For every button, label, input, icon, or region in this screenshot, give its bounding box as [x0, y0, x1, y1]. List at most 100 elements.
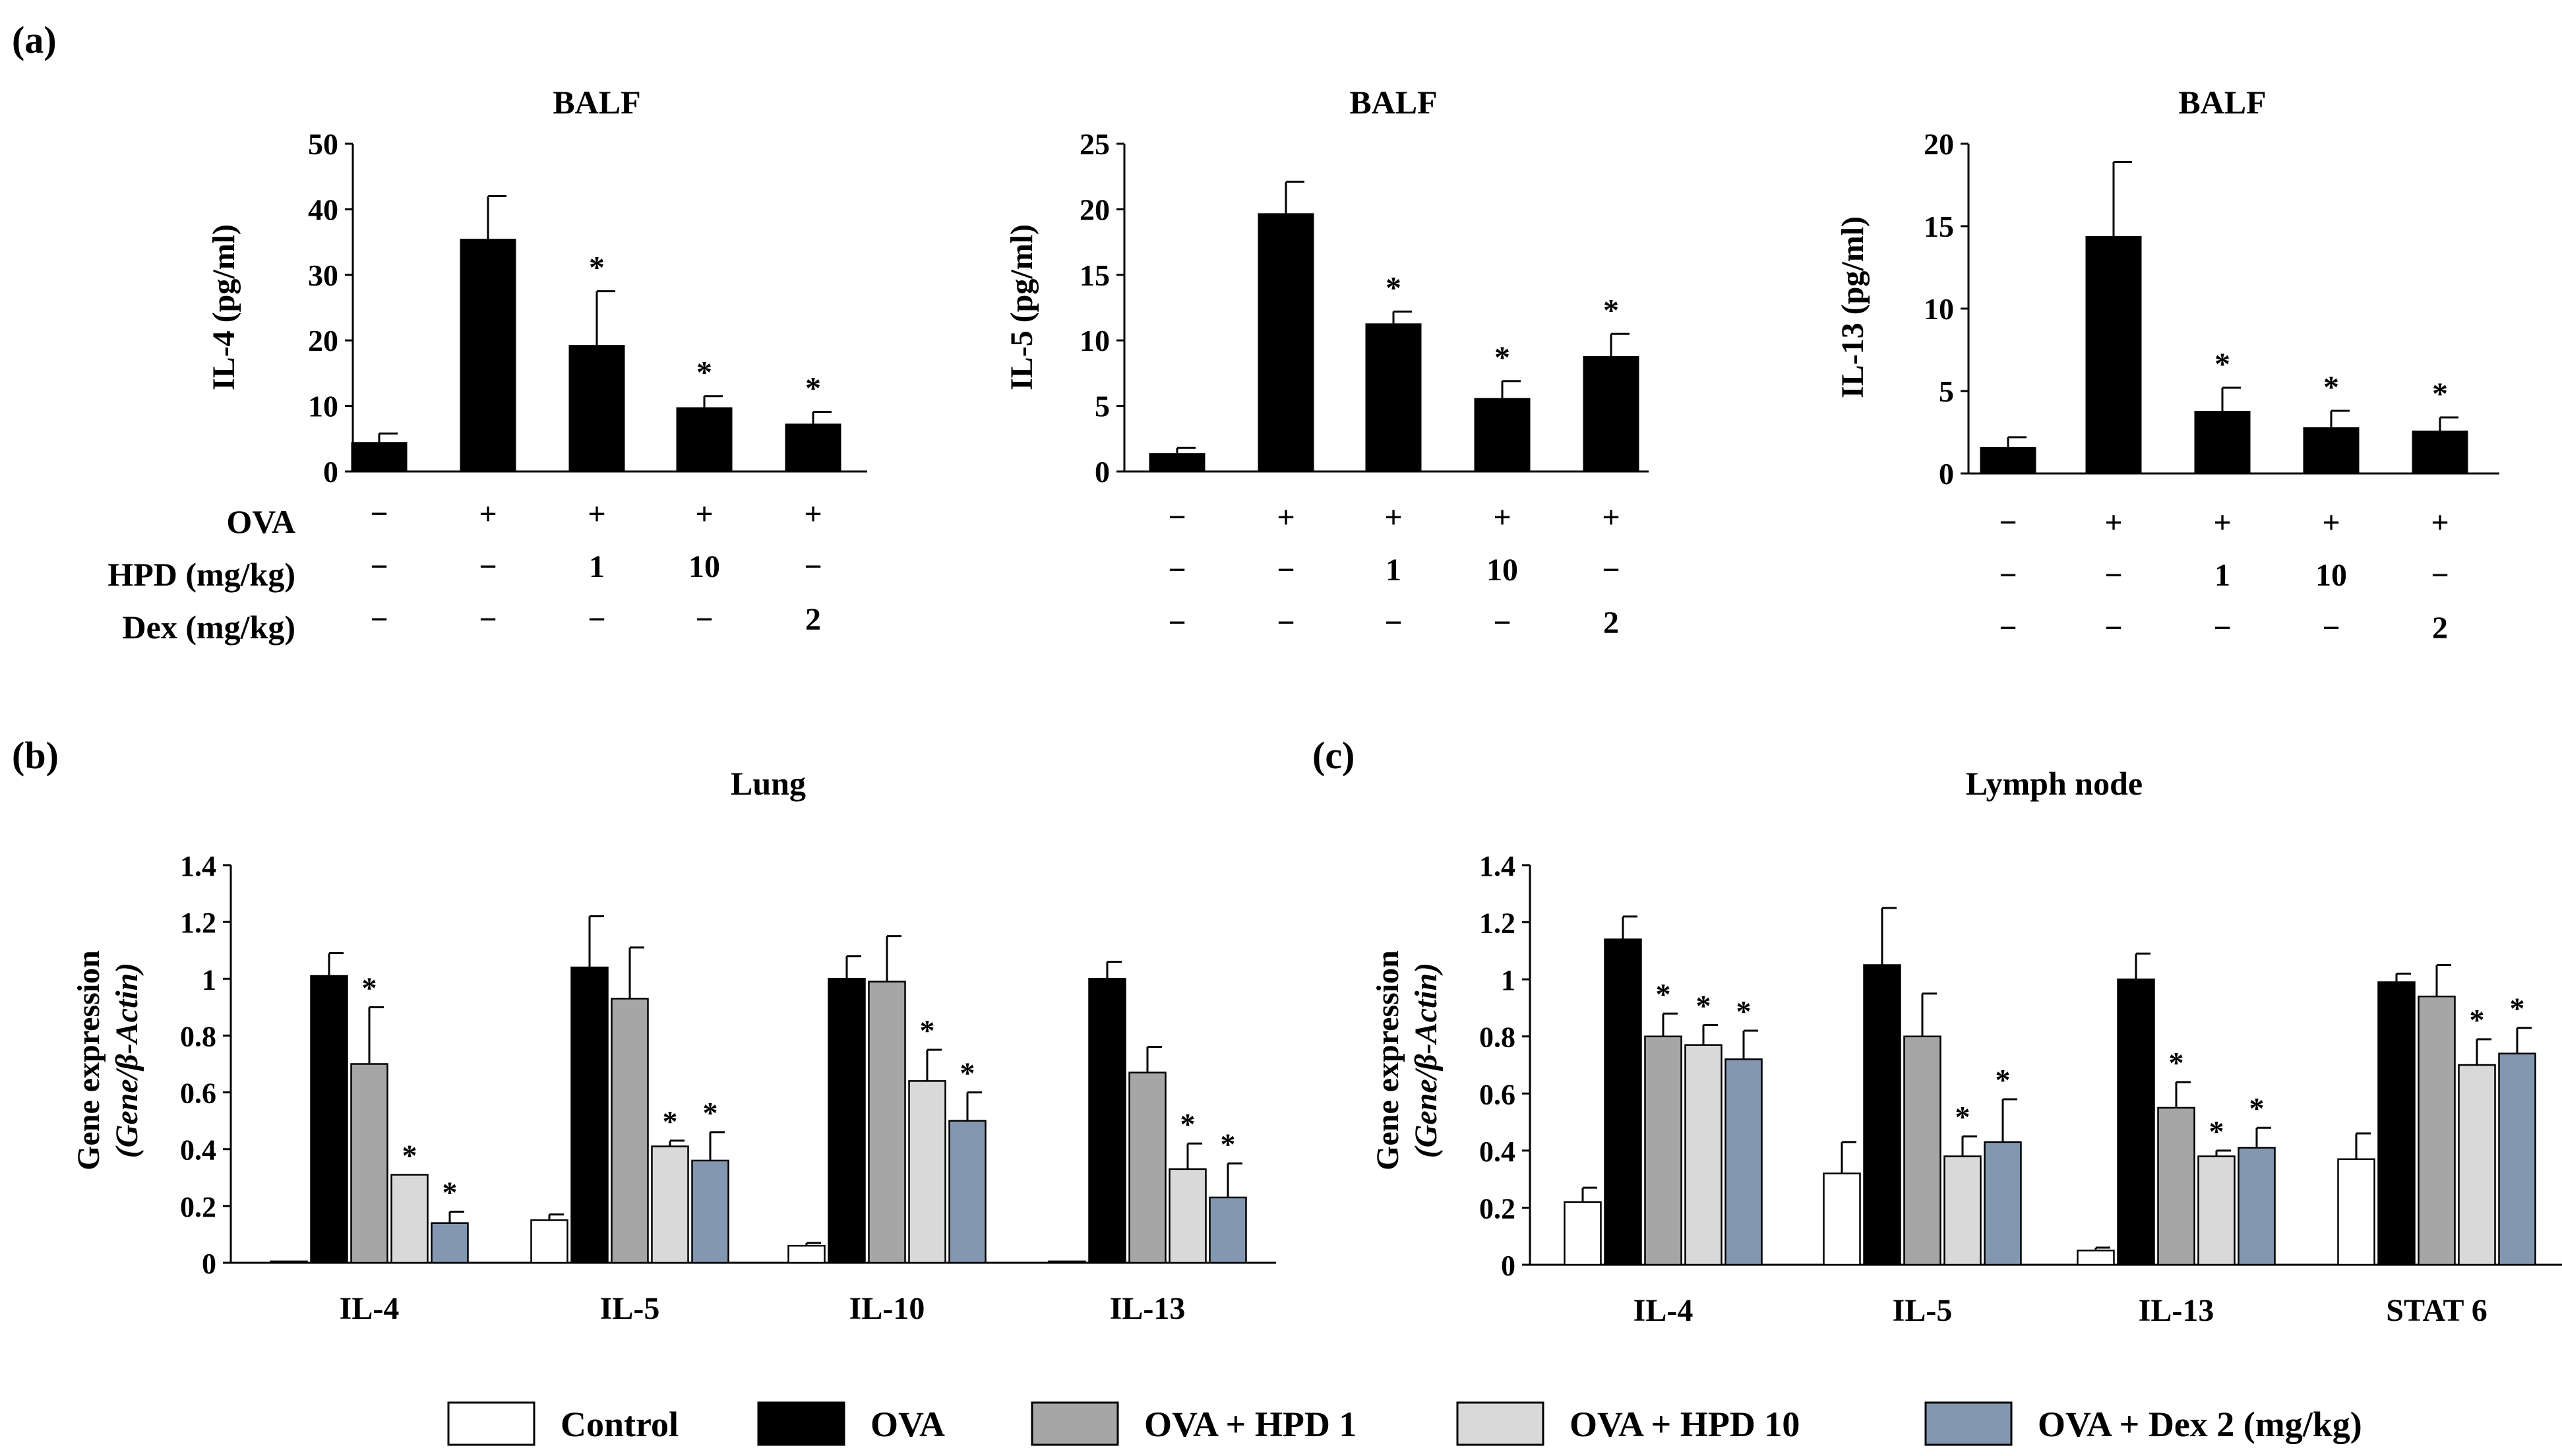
bar-control: [787, 1244, 826, 1264]
bar-control: [2077, 1250, 2115, 1266]
treatment-cell: +: [2322, 505, 2340, 540]
significance-marker: *: [960, 1056, 975, 1090]
y-tick-label: 20: [1080, 193, 1110, 226]
x-category-label: IL-5: [600, 1291, 660, 1326]
y-axis-label: IL-13 (pg/ml): [1835, 216, 1870, 398]
legend-label: OVA + HPD 10: [1570, 1405, 1800, 1444]
treatment-cell: −: [1384, 605, 1402, 640]
significance-marker: *: [589, 251, 605, 286]
chart-title: BALF: [2178, 84, 2266, 121]
treatment-cell: −: [2431, 558, 2449, 593]
bar: [2085, 236, 2142, 473]
chart-title: Lung: [731, 765, 806, 802]
bar: [351, 442, 408, 471]
y-tick-label: 15: [1080, 258, 1110, 292]
treatment-cell: −: [370, 602, 388, 637]
y-tick-label: 0.8: [1479, 1021, 1515, 1054]
treatment-row-label: Dex (mg/kg): [123, 609, 295, 646]
treatment-cell: −: [1999, 558, 2017, 593]
treatment-cell: 10: [688, 549, 720, 584]
y-tick-label: 15: [1924, 210, 1954, 243]
treatment-cell: +: [588, 497, 605, 531]
panel-label-a: (a): [12, 18, 57, 61]
significance-marker: *: [920, 1014, 935, 1047]
y-tick-label: 0: [1095, 455, 1110, 489]
x-category-label: IL-4: [340, 1291, 400, 1326]
y-axis-label: IL-5 (pg/ml): [1004, 224, 1039, 390]
chart-b-lung: Lung Gene expression (Gene/β-Actin) 0 0.2 0.4…: [71, 765, 1276, 1326]
chart-a1-il4-balf: BALF IL-4 (pg/ml) 0 10 20 30 40 50 * * * − + + + + − − 1 10…: [206, 84, 867, 637]
treatment-cell: +: [695, 497, 713, 531]
bar-dex2: [1209, 1196, 1247, 1264]
bar-dex2: [1724, 1058, 1763, 1266]
bar-hpd1: [350, 1063, 388, 1264]
bar-dex2: [2238, 1147, 2276, 1266]
bar-dex2: [948, 1120, 987, 1264]
y-tick-label: 5: [1939, 375, 1954, 408]
panel-label-b: (b): [12, 734, 59, 777]
y-tick-label: 0.8: [180, 1020, 216, 1052]
significance-marker: *: [696, 355, 712, 390]
significance-marker: *: [1603, 293, 1619, 328]
y-tick-label: 1.4: [180, 850, 216, 882]
bar: [1583, 356, 1639, 471]
bar-control: [1564, 1201, 1602, 1266]
treatment-cell: −: [1277, 605, 1295, 640]
bar-control: [1823, 1172, 1861, 1266]
bar: [460, 239, 516, 471]
legend-swatch-hpd1: [1031, 1401, 1119, 1446]
bar-dex2: [691, 1159, 729, 1264]
significance-marker: *: [1696, 988, 1711, 1022]
bar: [1365, 323, 1422, 471]
treatment-cell: −: [2213, 611, 2231, 646]
bar-hpd1: [1903, 1035, 1941, 1266]
treatment-cell: +: [1602, 500, 1620, 535]
y-tick-label: 1: [1501, 964, 1515, 996]
y-tick-label: 1: [202, 963, 216, 996]
bar: [676, 407, 733, 471]
y-tick-label: 10: [1080, 324, 1110, 357]
y-tick-label: 0: [323, 455, 338, 489]
bar-dex2: [1984, 1141, 2022, 1266]
treatment-cell: 2: [805, 602, 821, 637]
significance-marker: *: [442, 1175, 458, 1209]
treatment-cell: −: [479, 602, 497, 637]
legend-label: Control: [561, 1405, 679, 1444]
treatment-cell: +: [2213, 505, 2231, 540]
significance-marker: *: [805, 371, 821, 406]
y-axis-label: IL-4 (pg/ml): [206, 224, 241, 390]
treatment-cell: 1: [589, 549, 605, 584]
significance-marker: *: [362, 971, 377, 1004]
chart-title: Lymph node: [1966, 765, 2143, 802]
legend-swatch-hpd10: [1456, 1401, 1544, 1446]
significance-marker: *: [1494, 340, 1510, 375]
y-tick-label: 0.6: [1479, 1078, 1515, 1110]
bar-dex2: [431, 1222, 469, 1264]
y-tick-label: 1.2: [1479, 907, 1515, 940]
bar-control: [1048, 1260, 1086, 1264]
bar-hpd1: [611, 998, 649, 1264]
significance-marker: *: [2470, 1003, 2485, 1037]
chart-a3-il13-balf: BALF IL-13 (pg/ml) 0 5 10 15 20 * * * − + + + + − − 1 10 − −…: [1835, 84, 2499, 646]
y-tick-label: 0.2: [1479, 1192, 1515, 1225]
treatment-row-label: HPD (mg/kg): [107, 556, 295, 593]
significance-marker: *: [1736, 994, 1752, 1028]
bar-ova: [1088, 978, 1126, 1264]
bar-hpd10: [2197, 1155, 2236, 1266]
bar-dex2: [2498, 1052, 2536, 1266]
bar-hpd1: [1128, 1072, 1167, 1264]
bar-hpd10: [1943, 1155, 1982, 1266]
x-category-label: IL-13: [2139, 1293, 2214, 1328]
treatment-cell: −: [1999, 505, 2017, 540]
y-tick-label: 20: [308, 324, 338, 357]
chart-title: BALF: [1349, 84, 1437, 121]
y-tick-label: 10: [1924, 292, 1954, 326]
significance-marker: *: [2510, 992, 2525, 1025]
treatment-cell: +: [479, 497, 497, 531]
y-tick-label: 25: [1080, 127, 1110, 161]
legend-swatch-dex2: [1924, 1401, 2013, 1446]
bar-ova: [570, 966, 609, 1264]
treatment-cell: −: [1493, 605, 1511, 640]
bar-ova: [1604, 938, 1642, 1266]
bar-hpd10: [390, 1174, 429, 1264]
